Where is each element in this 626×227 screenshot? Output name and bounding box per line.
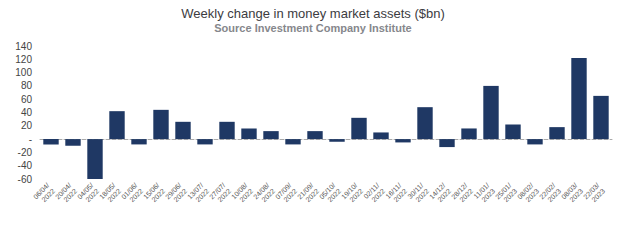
svg-text:2022: 2022	[326, 187, 343, 204]
svg-text:20: 20	[21, 120, 33, 131]
svg-text:2022: 2022	[348, 187, 365, 204]
svg-text:-40: -40	[18, 160, 33, 171]
svg-text:2022: 2022	[172, 187, 189, 204]
svg-text:04/05/: 04/05/	[76, 181, 95, 201]
svg-text:2022: 2022	[216, 187, 233, 204]
svg-text:2022: 2022	[414, 187, 431, 204]
svg-text:22/03/: 22/03/	[582, 181, 601, 201]
svg-text:08/02/: 08/02/	[516, 181, 535, 201]
svg-text:07/09/: 07/09/	[274, 181, 293, 201]
svg-text:80: 80	[21, 80, 33, 91]
svg-text:2023: 2023	[502, 187, 519, 204]
svg-text:100: 100	[15, 67, 32, 78]
svg-text:05/10/: 05/10/	[318, 181, 337, 201]
svg-text:120: 120	[15, 54, 32, 65]
svg-text:02/11/: 02/11/	[362, 181, 381, 200]
svg-text:21/09/: 21/09/	[296, 181, 315, 201]
svg-text:14/12/: 14/12/	[428, 181, 447, 201]
svg-text:08/03/: 08/03/	[560, 181, 579, 201]
svg-text:Source Investment Company Inst: Source Investment Company Institute	[214, 22, 411, 34]
svg-text:2022: 2022	[304, 187, 321, 204]
svg-text:2022: 2022	[150, 187, 167, 204]
svg-text:2022: 2022	[392, 187, 409, 204]
svg-text:2022: 2022	[40, 187, 57, 204]
svg-text:24/08/: 24/08/	[252, 181, 271, 201]
svg-text:2022: 2022	[458, 187, 475, 204]
svg-text:16/11/: 16/11/	[384, 181, 403, 200]
svg-text:2022: 2022	[62, 187, 79, 204]
svg-text:60: 60	[21, 94, 33, 105]
svg-text:2023: 2023	[590, 187, 606, 203]
svg-text:2022: 2022	[282, 187, 299, 204]
svg-text:2023: 2023	[524, 187, 541, 204]
svg-text:2023: 2023	[546, 187, 563, 204]
svg-text:19/10/: 19/10/	[340, 181, 359, 201]
svg-text:06/04/: 06/04/	[32, 181, 51, 201]
svg-text:40: 40	[21, 107, 33, 118]
svg-text:2022: 2022	[128, 187, 145, 204]
svg-text:20/04/: 20/04/	[54, 181, 73, 201]
svg-text:01/06/: 01/06/	[120, 181, 139, 201]
svg-text:2023: 2023	[568, 187, 585, 204]
svg-text:10/08/: 10/08/	[230, 181, 249, 201]
svg-text:29/06/: 29/06/	[164, 181, 183, 201]
svg-text:2022: 2022	[84, 187, 101, 204]
svg-text:22/02/: 22/02/	[538, 181, 557, 201]
svg-text:-20: -20	[18, 147, 33, 158]
svg-text:28/12/: 28/12/	[450, 181, 469, 201]
svg-text:2022: 2022	[238, 187, 255, 204]
svg-text:-: -	[29, 134, 32, 145]
svg-text:30/11/: 30/11/	[406, 181, 425, 200]
svg-text:13/07/: 13/07/	[186, 181, 205, 201]
svg-text:18/05/: 18/05/	[98, 181, 117, 201]
svg-text:25/01/: 25/01/	[494, 181, 513, 201]
svg-text:2022: 2022	[106, 187, 123, 204]
svg-text:2022: 2022	[370, 187, 387, 204]
svg-text:-60: -60	[18, 174, 33, 185]
svg-text:140: 140	[15, 41, 32, 52]
svg-text:2022: 2022	[436, 187, 453, 204]
svg-text:15/06/: 15/06/	[142, 181, 161, 201]
svg-text:11/01/: 11/01/	[472, 181, 491, 200]
svg-text:Weekly change in money market: Weekly change in money market assets ($b…	[181, 6, 445, 21]
svg-text:27/07/: 27/07/	[208, 181, 227, 201]
svg-text:2022: 2022	[194, 187, 211, 204]
svg-text:2023: 2023	[480, 187, 497, 204]
svg-text:2022: 2022	[260, 187, 277, 204]
